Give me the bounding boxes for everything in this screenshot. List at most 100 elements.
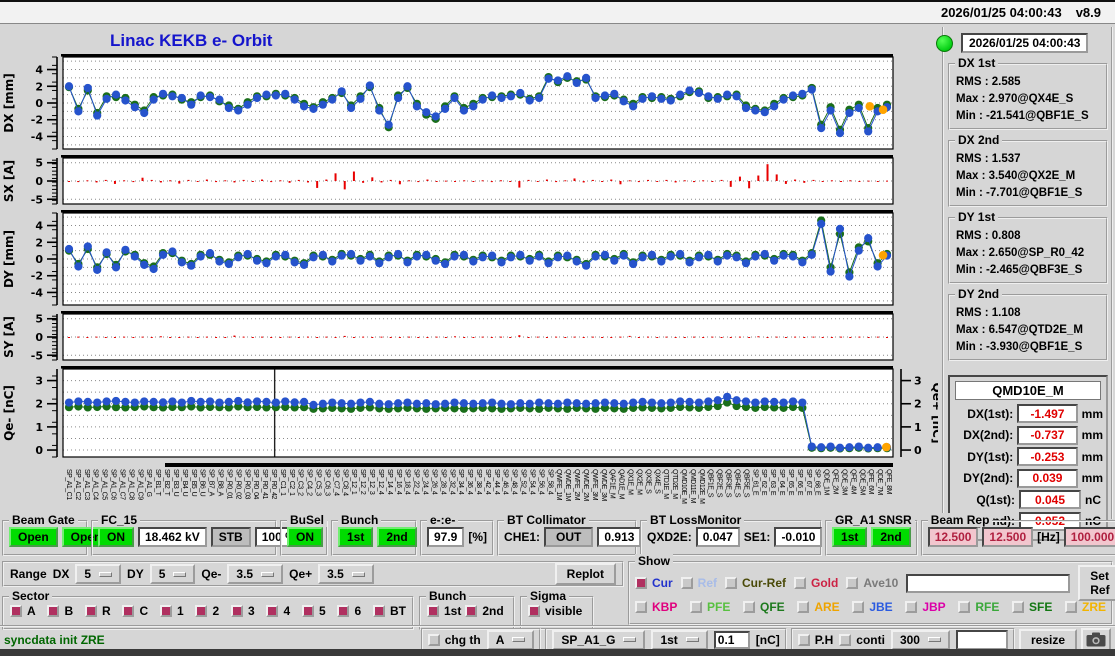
kbp-checkbox[interactable] bbox=[635, 601, 647, 613]
replot-button[interactable]: Replot bbox=[554, 563, 616, 585]
count-select[interactable]: 300 bbox=[890, 629, 950, 650]
checkbox-item-kbp[interactable]: KBP bbox=[635, 600, 677, 614]
checkbox-item-5[interactable]: 5 bbox=[301, 604, 326, 618]
chg-th-checkbox[interactable] bbox=[427, 633, 440, 646]
cur-ref-checkbox[interactable] bbox=[725, 577, 738, 589]
checkbox-item-ave10[interactable]: Ave10 bbox=[846, 576, 898, 590]
c-checkbox[interactable] bbox=[122, 605, 135, 617]
gr-a1-2nd-button[interactable]: 2nd bbox=[871, 527, 911, 547]
checkbox-item-qfe[interactable]: QFE bbox=[743, 600, 785, 614]
beam-gate-button-1[interactable]: Open bbox=[9, 527, 58, 547]
sp-monitor-select[interactable]: SP_A1_G bbox=[552, 629, 646, 650]
visible-checkbox[interactable] bbox=[528, 605, 540, 617]
3-checkbox[interactable] bbox=[230, 605, 243, 617]
checkbox-item-pfe[interactable]: PFE bbox=[690, 600, 730, 614]
gr-a1-1st-button[interactable]: 1st bbox=[832, 527, 868, 547]
ref-checkbox[interactable] bbox=[680, 577, 693, 589]
sfe-checkbox[interactable] bbox=[1011, 601, 1024, 613]
threshold-input[interactable] bbox=[713, 630, 750, 649]
monitor-x-label: SP_63_E bbox=[769, 469, 777, 496]
a-checkbox[interactable] bbox=[10, 605, 22, 617]
bunch-select[interactable]: 1st bbox=[651, 629, 708, 650]
ph-checkbox-item[interactable]: P.H bbox=[797, 633, 833, 647]
ph-checkbox[interactable] bbox=[797, 633, 810, 646]
1-checkbox[interactable] bbox=[159, 605, 172, 617]
range-dy-select[interactable]: 5 bbox=[149, 564, 196, 584]
6-checkbox[interactable] bbox=[337, 605, 350, 617]
checkbox-item-jbp[interactable]: JBP bbox=[905, 600, 946, 614]
checkbox-item-rfe[interactable]: RFE bbox=[958, 600, 999, 614]
checkbox-item-a[interactable]: A bbox=[10, 604, 36, 618]
ave10-checkbox[interactable] bbox=[846, 577, 859, 589]
bunch-2nd-button[interactable]: 2nd bbox=[377, 527, 417, 547]
stat-line: RMS : 1.108 bbox=[956, 306, 1021, 319]
monitor-field-unit: mm bbox=[1081, 471, 1103, 485]
stat-line: Max : 6.547@QTD2E_M bbox=[956, 323, 1083, 336]
sector-select-value: A bbox=[495, 632, 505, 647]
2nd-checkbox[interactable] bbox=[465, 605, 478, 617]
checkbox-item-1st[interactable]: 1st bbox=[427, 604, 461, 618]
checkbox-item-2[interactable]: 2 bbox=[195, 604, 219, 618]
monitor-name[interactable]: QMD10E_M bbox=[955, 381, 1101, 400]
gr-a1-snsr-group: GR_A1 SNSR 1st 2nd bbox=[825, 513, 918, 556]
checkbox-item-b[interactable]: B bbox=[47, 604, 73, 618]
bt-checkbox[interactable] bbox=[372, 605, 385, 617]
checkbox-item-r[interactable]: R bbox=[84, 604, 111, 618]
b-checkbox[interactable] bbox=[47, 605, 60, 617]
gold-checkbox[interactable] bbox=[794, 577, 807, 589]
range-dx-select[interactable]: 5 bbox=[75, 564, 122, 584]
5-checkbox[interactable] bbox=[301, 605, 314, 617]
are-checkbox[interactable] bbox=[797, 601, 810, 613]
checkbox-item-cur-ref[interactable]: Cur-Ref bbox=[725, 576, 786, 590]
checkbox-item-visible[interactable]: visible bbox=[528, 604, 582, 618]
checkbox-item-c[interactable]: C bbox=[122, 604, 148, 618]
checkbox-item-ref[interactable]: Ref bbox=[680, 576, 717, 590]
busel-on-button[interactable]: ON bbox=[287, 527, 323, 547]
monitor-x-label: SP_22_4 bbox=[412, 469, 420, 495]
checkbox-item-2nd[interactable]: 2nd bbox=[465, 604, 504, 618]
1st-checkbox[interactable] bbox=[427, 605, 439, 617]
checkbox-item-3[interactable]: 3 bbox=[230, 604, 255, 618]
resize-button[interactable]: resize bbox=[1018, 628, 1077, 651]
checkbox-item-sfe[interactable]: SFE bbox=[1011, 600, 1052, 614]
checkbox-item-jbe[interactable]: JBE bbox=[852, 600, 893, 614]
checkbox-item-zre[interactable]: ZRE bbox=[1064, 600, 1106, 614]
r-checkbox[interactable] bbox=[84, 605, 97, 617]
range-qe--select[interactable]: 3.5 bbox=[227, 564, 284, 584]
4-checkbox[interactable] bbox=[266, 605, 279, 617]
jbe-checkbox[interactable] bbox=[852, 601, 865, 613]
sector-select[interactable]: A bbox=[486, 629, 535, 650]
monitor-x-label: QX1E_M bbox=[626, 469, 634, 495]
extra-input[interactable] bbox=[955, 629, 1008, 650]
zre-checkbox[interactable] bbox=[1064, 601, 1077, 613]
monitor-x-label: SP_A1_C3 bbox=[82, 469, 90, 500]
conti-checkbox-item[interactable]: conti bbox=[839, 633, 885, 647]
che1-state-button[interactable]: OUT bbox=[544, 527, 594, 547]
jbp-checkbox[interactable] bbox=[905, 601, 918, 613]
conti-checkbox[interactable] bbox=[839, 633, 852, 646]
ref-name-input[interactable] bbox=[906, 573, 1071, 593]
pfe-checkbox[interactable] bbox=[690, 601, 702, 613]
qfe-checkbox[interactable] bbox=[743, 601, 755, 613]
checkbox-item-1[interactable]: 1 bbox=[159, 604, 184, 618]
checkbox-item-4[interactable]: 4 bbox=[266, 604, 290, 618]
screenshot-button[interactable] bbox=[1081, 627, 1111, 652]
bunch-1st-button[interactable]: 1st bbox=[338, 527, 374, 547]
monitor-field-value: 0.045 bbox=[1019, 490, 1081, 509]
chg-th-checkbox-item[interactable]: chg th bbox=[427, 633, 481, 647]
2-checkbox[interactable] bbox=[195, 605, 208, 617]
rfe-checkbox[interactable] bbox=[958, 601, 971, 613]
checkbox-item-are[interactable]: ARE bbox=[797, 600, 840, 614]
status-message: syncdata init ZRE bbox=[4, 632, 105, 647]
fc15-stb-button[interactable]: STB bbox=[210, 527, 251, 547]
fc15-on-button[interactable]: ON bbox=[98, 527, 134, 547]
set-ref-button[interactable]: Set Ref bbox=[1078, 565, 1115, 601]
checkbox-item-cur[interactable]: Cur bbox=[635, 576, 673, 590]
checkbox-item-6[interactable]: 6 bbox=[337, 604, 361, 618]
monitor-x-label: SP_R0_02 bbox=[234, 469, 242, 499]
checkbox-item-bt[interactable]: BT bbox=[372, 604, 406, 618]
cur-checkbox[interactable] bbox=[635, 577, 647, 589]
checkbox-item-gold[interactable]: Gold bbox=[794, 576, 838, 590]
range-qe+-select[interactable]: 3.5 bbox=[318, 564, 374, 584]
monitor-x-label: SP_A1_C9 bbox=[136, 469, 144, 500]
